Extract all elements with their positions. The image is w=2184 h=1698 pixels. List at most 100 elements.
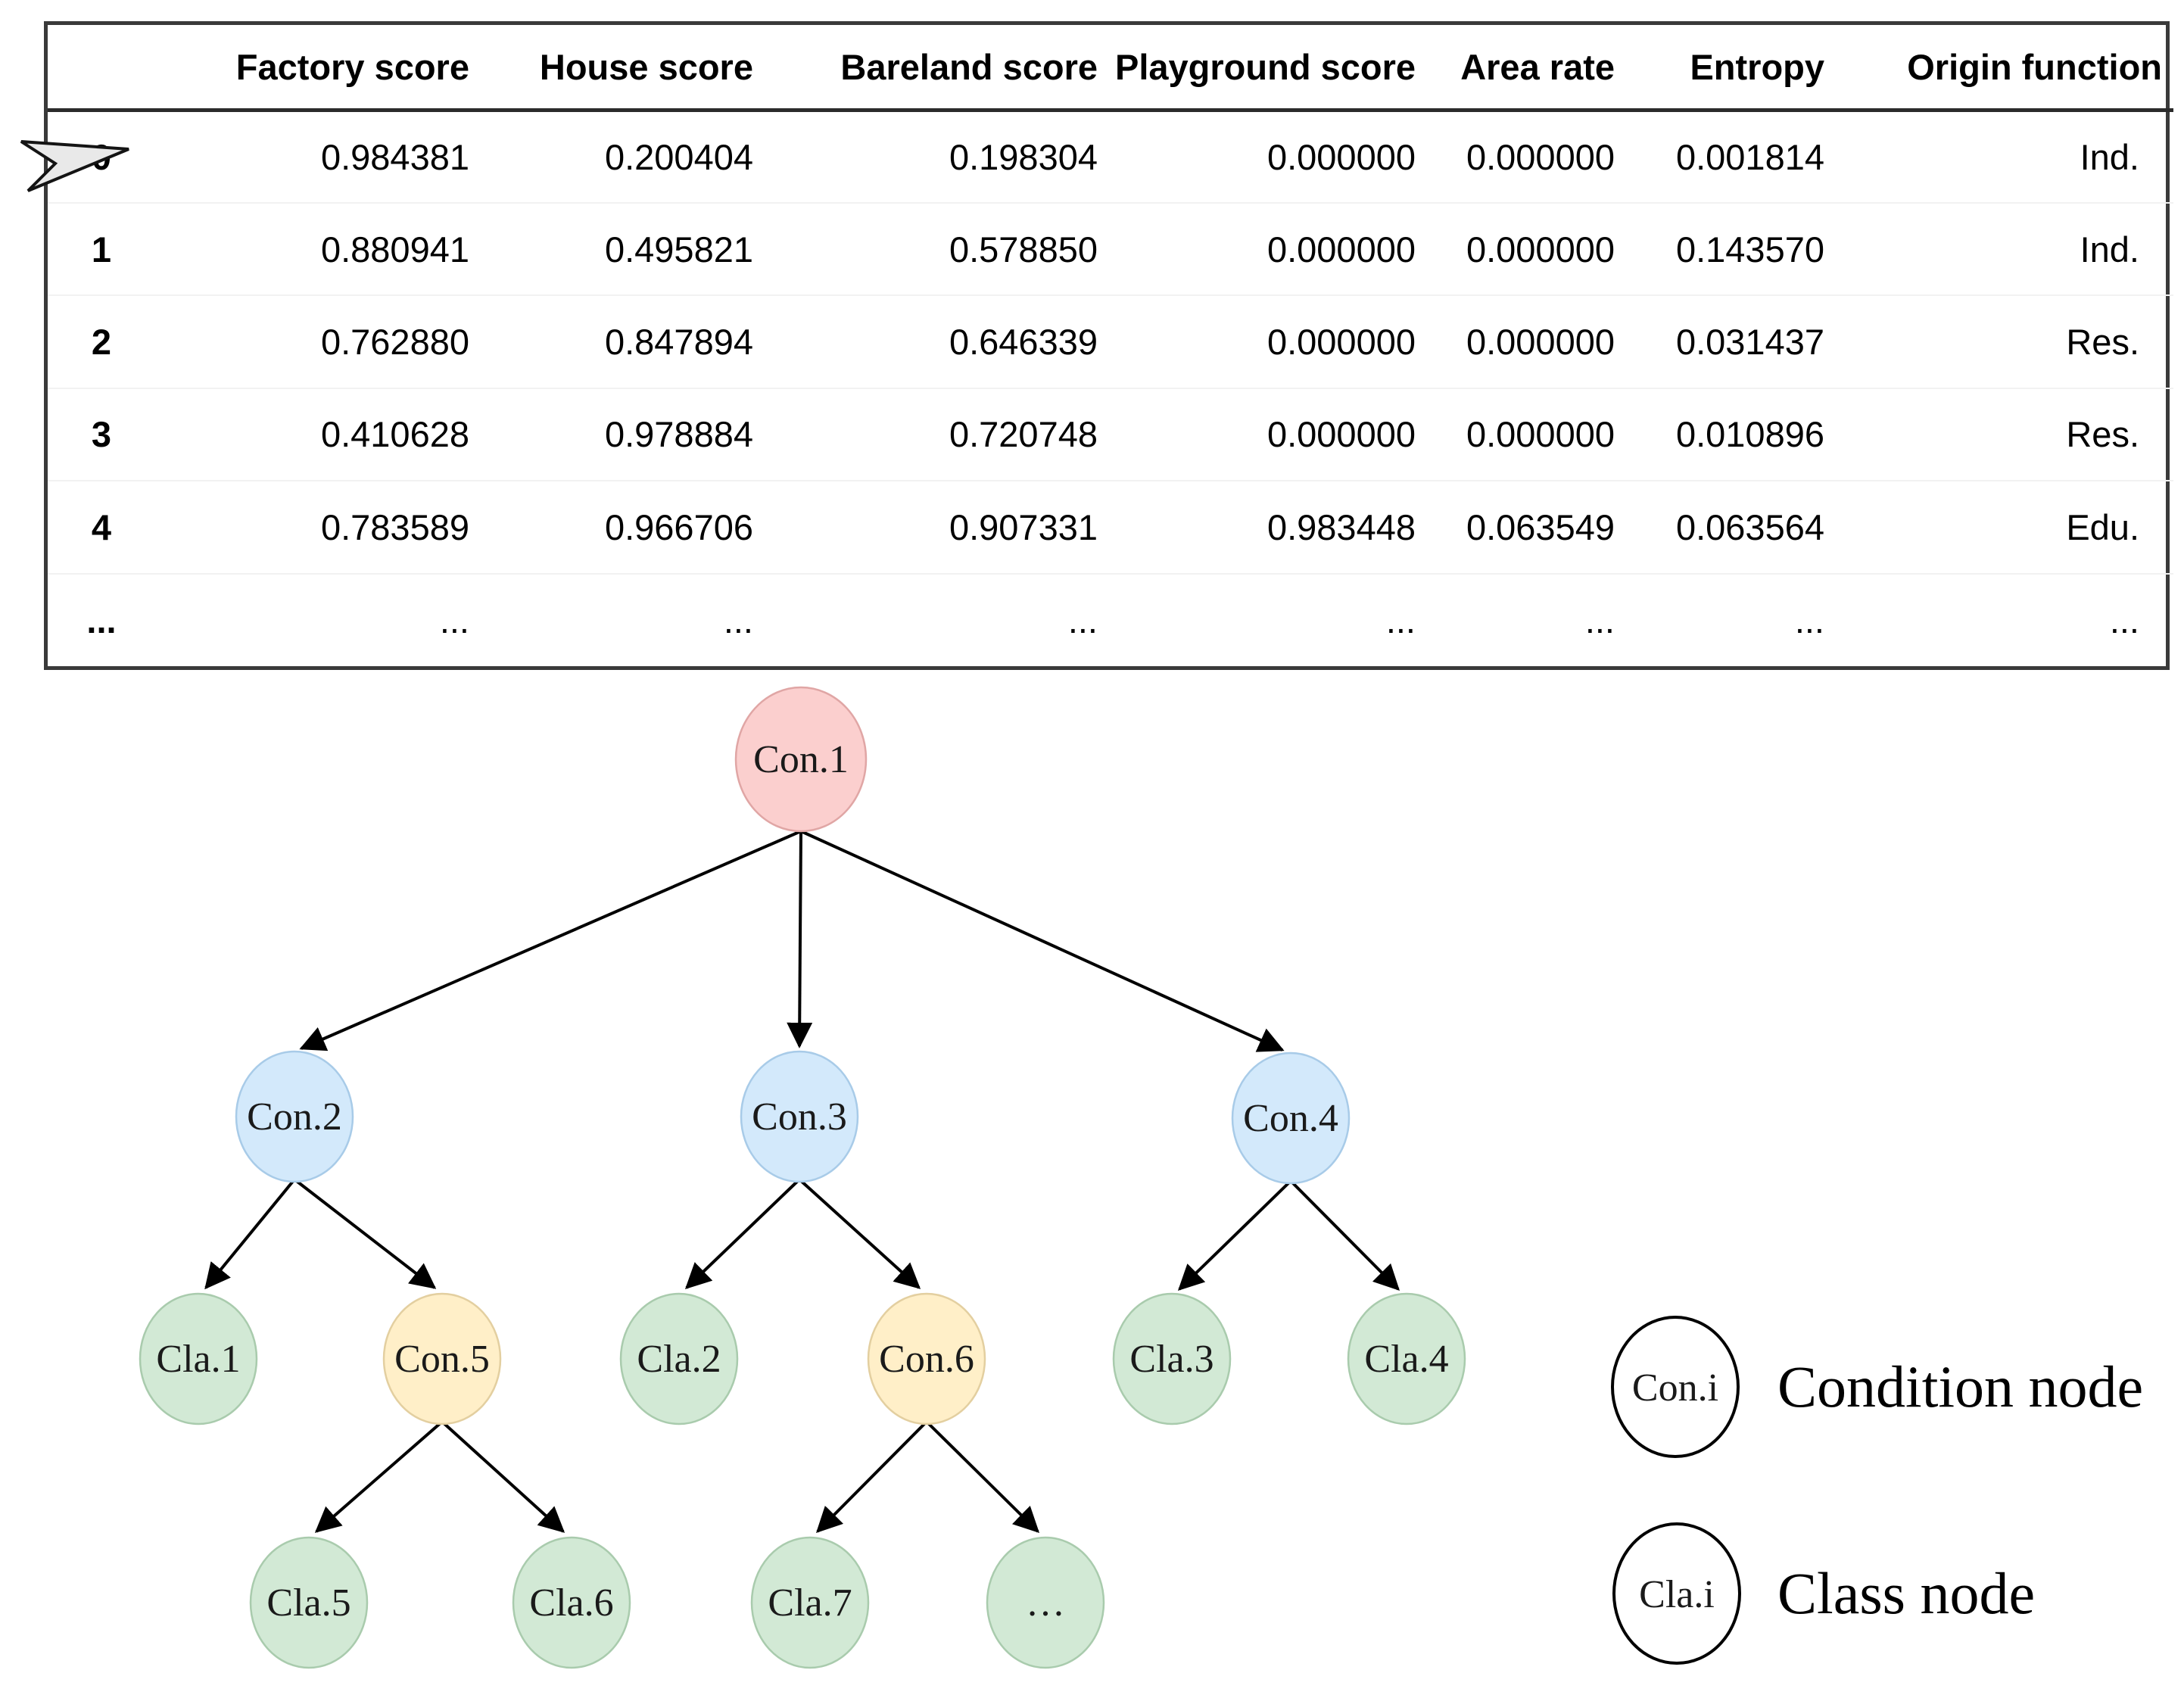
table-row: 1 0.880941 0.495821 0.578850 0.000000 0.… [48, 201, 2173, 296]
row-index: 3 [48, 387, 155, 481]
table-row: 3 0.410628 0.978884 0.720748 0.000000 0.… [48, 387, 2173, 481]
cell: Ind. [1836, 201, 2173, 296]
tree-node-con-3: Con.3 [740, 1050, 859, 1183]
table-row: 2 0.762880 0.847894 0.646339 0.000000 0.… [48, 294, 2173, 388]
node-label: Cla.5 [266, 1581, 350, 1625]
node-circle [986, 1536, 1105, 1669]
cell: 0.000000 [1466, 136, 1615, 177]
column-header: Area rate [1427, 25, 1626, 112]
node-circle [1231, 1052, 1351, 1185]
node-label: Cla.1 [156, 1338, 240, 1381]
node-circle [249, 1536, 369, 1669]
node-circle [740, 1050, 859, 1183]
cell: 0.143570 [1626, 201, 1836, 296]
cell: 0.000000 [1266, 136, 1416, 177]
column-header: Entropy [1626, 25, 1836, 112]
tree-node-con-5: Con.5 [382, 1292, 502, 1425]
node-label: Cla.4 [1364, 1338, 1448, 1381]
cell: 0.907331 [765, 480, 1109, 574]
tree-node-cla-5: Cla.5 [249, 1536, 369, 1669]
cell: ... [481, 572, 765, 666]
dataframe-table: Factory score House score Bareland score… [44, 21, 2173, 670]
cell: 0.762880 [155, 294, 481, 388]
cell: 0.495821 [481, 201, 765, 296]
column-header: Bareland score [765, 25, 1109, 112]
node-circle [867, 1292, 986, 1425]
row-index: 0 [91, 136, 112, 177]
tree-node-cla-3: Cla.3 [1112, 1292, 1232, 1425]
node-label: Cla.2 [637, 1338, 721, 1381]
cell: 0.010896 [1626, 387, 1836, 481]
column-header: House score [481, 25, 765, 112]
cell: 0.880941 [155, 201, 481, 296]
legend-condition-circle [1611, 1316, 1740, 1458]
cell: ... [1836, 572, 2173, 666]
node-label: Con.2 [247, 1095, 342, 1139]
node-label: Cla.6 [529, 1581, 613, 1625]
node-label: Cla.7 [768, 1581, 852, 1625]
cell: Ind. [2080, 136, 2139, 177]
tree-node-cla-2: Cla.2 [619, 1292, 739, 1425]
legend: Con.i Condition node Cla.i Class node [1611, 1316, 2143, 1665]
cell: 0.063549 [1427, 480, 1626, 574]
cell: 0.984381 [320, 136, 469, 177]
node-label: Con.3 [752, 1095, 847, 1139]
cell: ... [1109, 572, 1427, 666]
node-label: Con.6 [879, 1338, 974, 1381]
tree-node-con-4: Con.4 [1231, 1052, 1351, 1185]
tree-node-con-1: Con.1 [734, 686, 868, 833]
legend-class-label: Class node [1777, 1560, 2035, 1626]
cell: Res. [1836, 294, 2173, 388]
table-row: 4 0.783589 0.966706 0.907331 0.983448 0.… [48, 480, 2173, 574]
cell: 0.966706 [481, 480, 765, 574]
legend-item-class: Cla.i Class node [1612, 1522, 2035, 1665]
node-circle [382, 1292, 502, 1425]
cell: 0.847894 [481, 294, 765, 388]
tree-node-con-6: Con.6 [867, 1292, 986, 1425]
tree-node-cla-4: Cla.4 [1347, 1292, 1466, 1425]
cell: Edu. [1836, 480, 2173, 574]
tree-edges [204, 830, 1400, 1534]
cell: 0.410628 [155, 387, 481, 481]
cell: 0.000000 [1109, 294, 1427, 388]
node-circle [619, 1292, 739, 1425]
cell: 0.001814 [1675, 136, 1824, 177]
node-circle [750, 1536, 870, 1669]
cell: 0.000000 [1109, 201, 1427, 296]
row-index: ... [48, 572, 155, 666]
node-label: Cla.3 [1129, 1338, 1214, 1381]
legend-class-symbol: Cla.i [1639, 1573, 1715, 1616]
index-column-header [48, 25, 155, 112]
header-row: Factory score House score Bareland score… [48, 25, 2173, 112]
node-circle [512, 1536, 631, 1669]
tree-node-cla-1: Cla.1 [139, 1292, 258, 1425]
row-index: 4 [48, 480, 155, 574]
cell: 0.000000 [1427, 387, 1626, 481]
node-label: Con.1 [753, 738, 849, 781]
cell: 0.200404 [604, 136, 753, 177]
cell: 0.978884 [481, 387, 765, 481]
cell: ... [765, 572, 1109, 666]
legend-condition-label: Condition node [1777, 1354, 2143, 1419]
row-index: 2 [48, 294, 155, 388]
node-label: Con.5 [394, 1338, 490, 1381]
cell: ... [1626, 572, 1836, 666]
node-circle [1347, 1292, 1466, 1425]
cell: 0.000000 [1109, 387, 1427, 481]
node-label: … [1026, 1581, 1065, 1625]
cell: 0.063564 [1626, 480, 1836, 574]
table-row-ellipsis: ... ... ... ... ... ... ... ... [48, 572, 2173, 666]
node-label: Con.4 [1243, 1097, 1338, 1140]
cell: 0.031437 [1626, 294, 1836, 388]
cell: 0.720748 [765, 387, 1109, 481]
column-header: Factory score [155, 25, 481, 112]
column-header: Origin function [1836, 25, 2173, 112]
tree-node-ellipsis: … [986, 1536, 1105, 1669]
cell: 0.646339 [765, 294, 1109, 388]
node-circle [139, 1292, 258, 1425]
cell: 0.783589 [155, 480, 481, 574]
row-index: 1 [48, 201, 155, 296]
cell: 0.000000 [1427, 294, 1626, 388]
node-circle [235, 1050, 354, 1183]
